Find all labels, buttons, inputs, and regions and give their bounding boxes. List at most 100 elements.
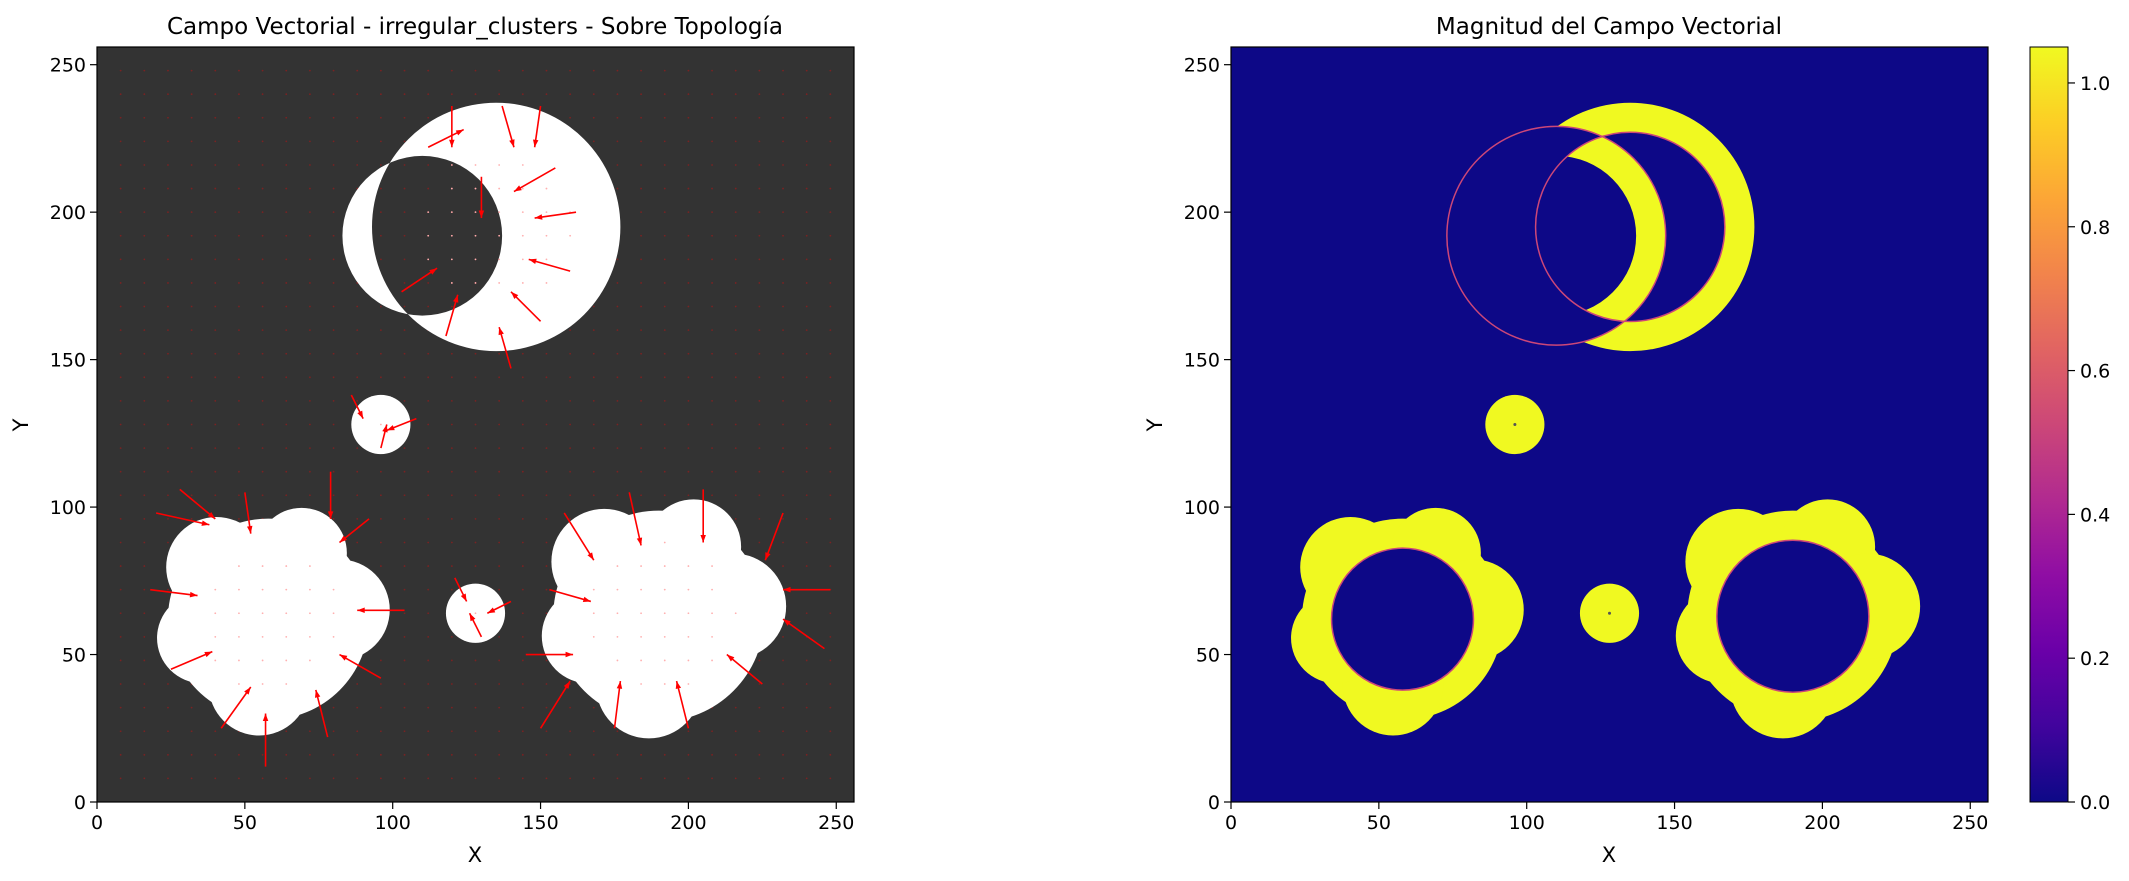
grid-dot — [663, 211, 666, 214]
grid-dot — [829, 423, 832, 426]
grid-dot — [403, 400, 406, 402]
grid-dot — [782, 706, 784, 709]
grid-dot — [687, 211, 690, 214]
grid-dot — [545, 400, 548, 402]
grid-dot — [758, 140, 761, 143]
grid-dot — [498, 352, 501, 355]
grid-dot — [474, 69, 477, 72]
inner-grid-dot — [711, 635, 713, 638]
left-y-tick-label: 100 — [50, 497, 86, 519]
grid-dot — [687, 376, 690, 379]
grid-dot — [190, 470, 193, 473]
cluster-irregular-part — [541, 588, 637, 684]
inner-grid-dot — [332, 635, 335, 638]
grid-dot — [569, 69, 572, 72]
grid-dot — [167, 164, 169, 166]
grid-dot — [758, 494, 761, 497]
vector-arrow-head — [783, 619, 791, 626]
grid-dot — [592, 376, 595, 379]
grid-dot — [119, 329, 122, 332]
grid-dot — [782, 234, 784, 237]
grid-dot — [545, 683, 548, 685]
grid-dot — [143, 777, 146, 780]
grid-dot — [592, 777, 595, 780]
grid-dot — [403, 258, 406, 261]
grid-dot — [805, 517, 808, 520]
inner-grid-dot — [521, 211, 524, 214]
grid-dot — [545, 69, 548, 72]
grid-dot — [285, 258, 288, 261]
grid-dot — [592, 423, 595, 426]
grid-dot — [569, 706, 572, 709]
grid-dot — [663, 447, 666, 449]
grid-dot — [119, 140, 122, 143]
grid-dot — [403, 541, 406, 544]
grid-dot — [238, 777, 240, 780]
grid-dot — [356, 400, 359, 402]
grid-dot — [143, 635, 146, 638]
grid-dot — [687, 753, 690, 756]
grid-dot — [332, 258, 335, 261]
vector-arrow — [150, 588, 198, 597]
grid-dot — [711, 494, 713, 497]
grid-dot — [805, 140, 808, 143]
grid-dot — [829, 329, 832, 332]
grid-dot — [758, 187, 761, 190]
grid-dot — [119, 93, 122, 96]
grid-dot — [450, 470, 453, 473]
grid-dot — [829, 400, 832, 402]
inner-grid-dot — [663, 541, 666, 544]
grid-dot — [119, 258, 122, 261]
grid-dot — [167, 423, 169, 426]
grid-dot — [119, 400, 122, 402]
grid-dot — [474, 777, 477, 780]
left-chart-title: Campo Vectorial - irregular_clusters - S… — [167, 14, 783, 40]
right-y-tick-label: 150 — [1184, 350, 1220, 372]
vector-arrow — [563, 512, 595, 561]
grid-dot — [687, 187, 690, 190]
grid-dot — [356, 683, 359, 685]
grid-dot — [805, 753, 808, 756]
grid-dot — [190, 329, 193, 332]
vector-arrow — [220, 686, 252, 729]
grid-dot — [214, 470, 217, 473]
grid-dot — [545, 730, 548, 733]
left-y-tick-label: 250 — [50, 55, 86, 77]
grid-dot — [214, 258, 217, 261]
vector-arrow-head — [528, 258, 537, 265]
grid-dot — [238, 376, 240, 379]
inner-grid-dot — [711, 565, 713, 567]
grid-dot — [261, 258, 264, 261]
inner-grid-dot — [238, 659, 240, 662]
cluster-shapes — [157, 102, 787, 739]
grid-dot — [450, 753, 453, 756]
grid-dot — [379, 753, 382, 756]
grid-dot — [829, 164, 832, 166]
inner-grid-dot — [569, 234, 572, 237]
grid-dot — [616, 69, 619, 72]
inner-grid-dot — [616, 635, 619, 638]
grid-dot — [190, 305, 193, 308]
grid-dot — [521, 93, 524, 96]
grid-dot — [545, 777, 548, 780]
grid-dot — [805, 211, 808, 214]
grid-dot — [829, 305, 832, 308]
grid-dot — [190, 140, 193, 143]
grid-dot — [143, 116, 146, 119]
right-y-tick-label: 50 — [1196, 645, 1220, 667]
vector-arrow-head — [207, 511, 216, 519]
vector-arrow-head — [469, 613, 476, 622]
inner-grid-dot — [474, 612, 477, 615]
grid-dot — [190, 777, 193, 780]
grid-dot — [379, 329, 382, 332]
grid-dot — [805, 683, 808, 685]
grid-dot — [640, 69, 642, 72]
grid-dot — [734, 470, 737, 473]
grid-dot — [640, 447, 642, 449]
grid-dot — [687, 258, 690, 261]
grid-dot — [119, 683, 122, 685]
grid-dot — [663, 69, 666, 72]
grid-dot — [119, 305, 122, 308]
colorbar-tick-label: 0.2 — [2080, 648, 2110, 670]
grid-dot — [782, 282, 784, 284]
